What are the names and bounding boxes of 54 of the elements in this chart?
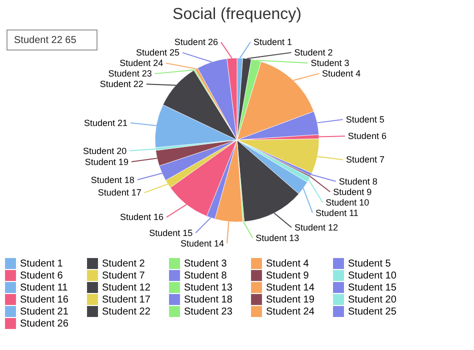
legend-label: Student 10 xyxy=(348,270,397,282)
slice-label: Student 13 xyxy=(256,232,300,243)
slice-label: Student 2 xyxy=(294,48,333,58)
slice-label: Student 14 xyxy=(180,238,224,248)
slice-label: Student 19 xyxy=(84,156,128,167)
slice-label: Student 21 xyxy=(84,118,128,128)
slice-label: Student 10 xyxy=(326,197,370,208)
legend-label: Student 21 xyxy=(20,306,69,318)
slice-label: Student 20 xyxy=(83,146,127,156)
slice-label: Student 7 xyxy=(346,154,385,165)
legend-label: Student 26 xyxy=(20,318,69,330)
legend-label: Student 20 xyxy=(348,294,397,306)
slice-label: Student 23 xyxy=(108,68,152,79)
legend-label: Student 3 xyxy=(184,258,228,270)
legend-label: Student 1 xyxy=(20,258,64,270)
slice-label: Student 16 xyxy=(120,212,164,222)
slice-label: Student 17 xyxy=(98,188,142,198)
slice-label: Student 1 xyxy=(253,37,292,48)
slice-label: Student 24 xyxy=(120,58,164,68)
legend-label: Student 16 xyxy=(20,294,69,306)
text: Student 22 65 xyxy=(14,35,77,46)
slice-label: Student 5 xyxy=(346,114,384,124)
legend-label: Student 23 xyxy=(184,306,233,318)
slice-label: Student 15 xyxy=(149,228,193,238)
legend-label: Student 12 xyxy=(102,282,151,294)
chart-title: Social (frequency) xyxy=(172,6,302,23)
legend-label: Student 25 xyxy=(348,306,397,318)
slice-label: Student 26 xyxy=(174,37,218,48)
legend-label: Student 9 xyxy=(266,270,310,282)
slice-label: Student 18 xyxy=(90,174,134,185)
legend-label: Student 17 xyxy=(102,294,151,306)
legend-label: Student 8 xyxy=(184,270,228,282)
legend-label: Student 15 xyxy=(348,282,397,294)
slice-label: Student 9 xyxy=(333,186,372,197)
legend-label: Student 6 xyxy=(20,270,64,282)
slice-label: Student 22 xyxy=(100,79,144,90)
legend-label: Student 5 xyxy=(348,258,392,270)
legend-label: Student 4 xyxy=(266,258,310,270)
legend-label: Student 24 xyxy=(266,306,315,318)
slice-label: Student 25 xyxy=(136,48,180,58)
slice-label: Student 6 xyxy=(348,131,386,142)
legend-label: Student 2 xyxy=(102,258,146,270)
legend-label: Student 7 xyxy=(102,270,146,282)
legend-label: Student 19 xyxy=(266,294,315,306)
legend-label: Student 13 xyxy=(184,282,233,294)
legend-label: Student 11 xyxy=(20,282,68,294)
slice-label: Student 3 xyxy=(310,58,350,68)
legend-label: Student 18 xyxy=(184,294,233,306)
slice-label: Student 12 xyxy=(294,222,338,232)
legend-label: Student 14 xyxy=(266,282,315,294)
slice-label: Student 11 xyxy=(316,208,358,218)
slice-label: Student 4 xyxy=(322,68,361,79)
legend-label: Student 22 xyxy=(102,306,151,318)
slice-label: Student 8 xyxy=(338,176,378,186)
